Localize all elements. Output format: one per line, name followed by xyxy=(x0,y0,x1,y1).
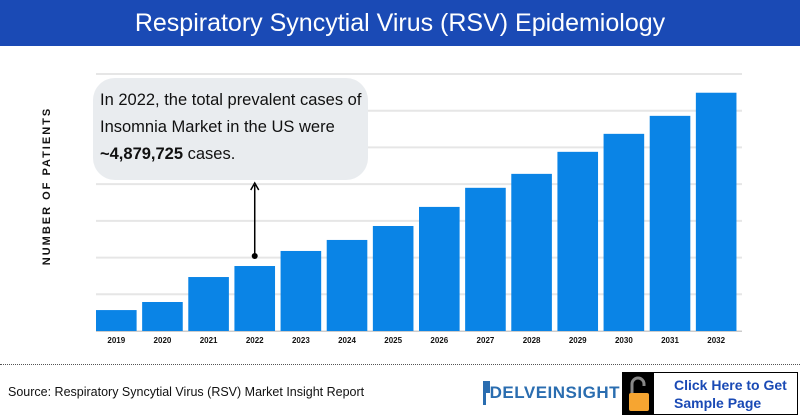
bar-2021 xyxy=(188,277,229,331)
bar-chart: 2019 2020 2021 2022 2023 2024 2025 2026 2027 2028… xyxy=(96,73,742,345)
callout-value: ~4,879,725 xyxy=(100,145,184,163)
callout-line-2: Insomnia Market in the US were xyxy=(100,118,335,136)
bar-2019 xyxy=(96,310,137,331)
x-tick-label: 2022 xyxy=(246,336,264,345)
x-tick-label: 2024 xyxy=(338,336,356,345)
x-tick-label: 2032 xyxy=(707,336,725,345)
callout-suffix: cases. xyxy=(183,145,236,163)
logo-text: DELVEINSIGHT xyxy=(489,383,620,402)
bar-2032 xyxy=(695,92,737,331)
x-tick-label: 2028 xyxy=(523,336,541,345)
bar-2030 xyxy=(603,133,645,331)
get-sample-page-button[interactable]: Click Here to Get Sample Page xyxy=(622,372,798,415)
bar-2031 xyxy=(649,115,691,332)
unlock-icon xyxy=(623,373,654,414)
annotation-callout: In 2022, the total prevalent cases of In… xyxy=(93,78,368,180)
x-tick-label: 2025 xyxy=(384,336,402,345)
bar-2026 xyxy=(419,206,460,331)
x-tick-label: 2021 xyxy=(200,336,218,345)
x-tick-label: 2027 xyxy=(477,336,495,345)
bar-2022 xyxy=(234,266,276,331)
bar-2028 xyxy=(511,173,552,331)
bar-2023 xyxy=(280,250,322,331)
logo-mark-icon xyxy=(483,381,490,405)
x-tick-label: 2023 xyxy=(292,336,310,345)
annotation-arrow xyxy=(250,181,260,260)
divider xyxy=(0,364,800,365)
x-tick-label: 2029 xyxy=(569,336,587,345)
x-tick-label: 2026 xyxy=(430,336,448,345)
x-tick-label: 2020 xyxy=(154,336,172,345)
page-title: Respiratory Syncytial Virus (RSV) Epidem… xyxy=(0,0,800,46)
cta-line-2: Sample Page xyxy=(674,395,762,411)
x-tick-label: 2030 xyxy=(615,336,633,345)
bar-2025 xyxy=(372,225,414,331)
x-tick-label: 2031 xyxy=(661,336,679,345)
bar-2027 xyxy=(465,187,506,331)
bar-2029 xyxy=(557,151,599,331)
delveinsight-logo: DELVEINSIGHT xyxy=(480,378,620,408)
source-text: Source: Respiratory Syncytial Virus (RSV… xyxy=(8,385,365,399)
x-tick-label: 2019 xyxy=(107,336,125,345)
bar-2020 xyxy=(142,301,183,331)
callout-line-1: In 2022, the total prevalent cases of xyxy=(100,91,362,109)
cta-line-1: Click Here to Get xyxy=(674,377,787,393)
bar-2024 xyxy=(326,239,368,331)
